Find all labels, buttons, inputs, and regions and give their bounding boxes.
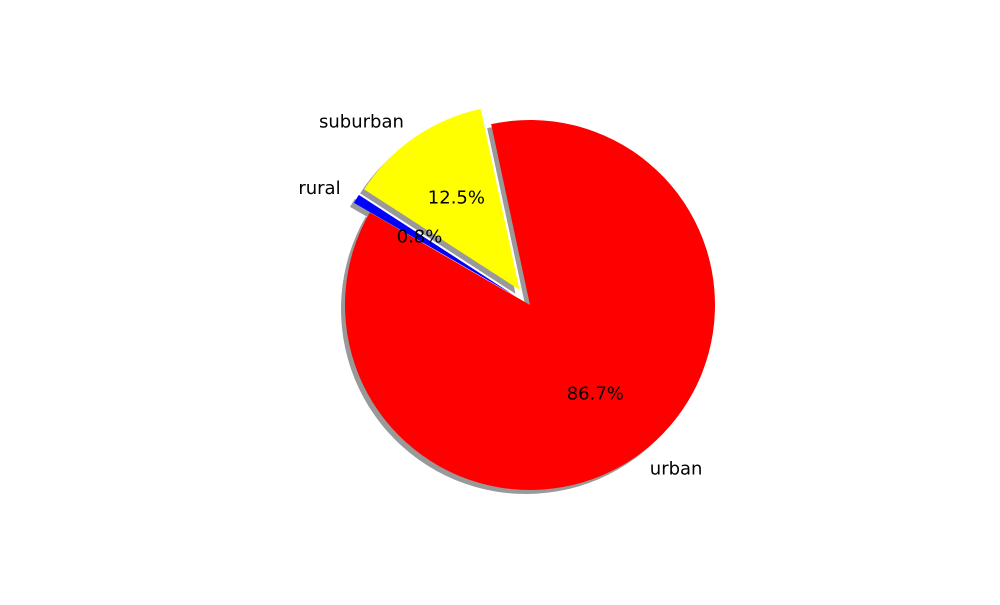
slice-layer bbox=[345, 108, 716, 490]
pie-slice-suburban bbox=[364, 108, 520, 290]
pie-slice-rural bbox=[354, 194, 515, 296]
label-layer: urban 86.7% suburban 12.5% rural 0.8% bbox=[298, 111, 702, 479]
category-label-suburban: suburban bbox=[319, 111, 404, 132]
category-label-rural: rural bbox=[298, 178, 340, 199]
percent-label-urban: 86.7% bbox=[567, 384, 624, 405]
percent-label-suburban: 12.5% bbox=[428, 187, 485, 208]
pie-slice-urban bbox=[345, 119, 716, 490]
category-label-urban: urban bbox=[650, 459, 703, 480]
percent-label-rural: 0.8% bbox=[397, 227, 443, 248]
